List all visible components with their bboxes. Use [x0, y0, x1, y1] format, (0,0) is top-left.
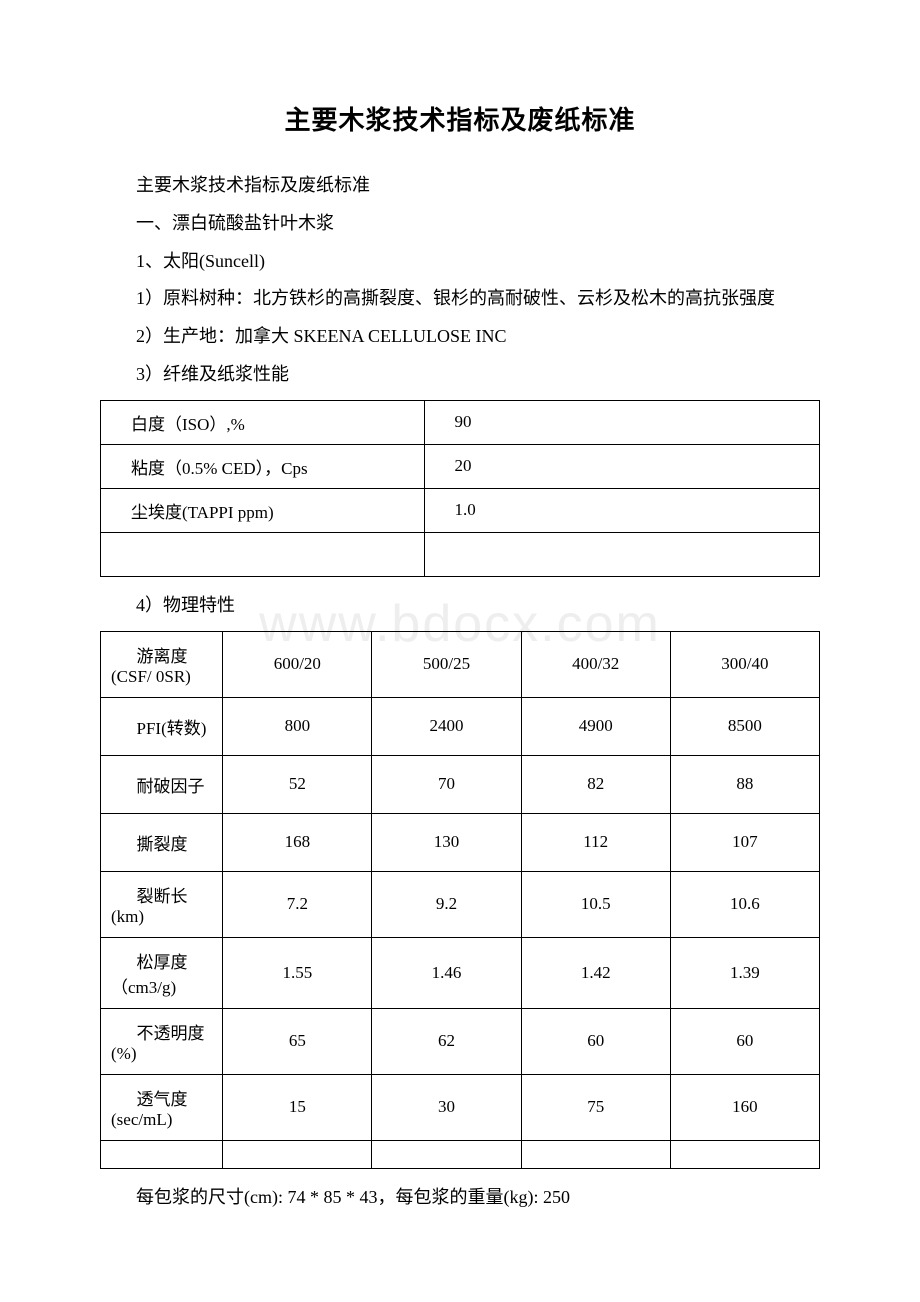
cell-value: 600/20 — [223, 631, 372, 697]
cell-value: 65 — [223, 1008, 372, 1074]
subtitle-line: 主要木浆技术指标及废纸标准 — [100, 167, 820, 205]
cell-value: 1.55 — [223, 937, 372, 1008]
cell-value: 1.0 — [424, 488, 819, 532]
section-1-1-heading: 1、太阳(Suncell) — [100, 243, 820, 281]
cell-value — [424, 532, 819, 576]
cell-label: 松厚度（cm3/g) — [101, 937, 223, 1008]
table-row — [101, 532, 820, 576]
cell-label: 透气度(sec/mL) — [101, 1074, 223, 1140]
footer-line: 每包浆的尺寸(cm): 74 * 85 * 43，每包浆的重量(kg): 250 — [100, 1179, 820, 1217]
cell-value — [223, 1140, 372, 1168]
cell-value: 112 — [521, 813, 670, 871]
cell-value: 90 — [424, 400, 819, 444]
physical-properties-table: 游离度(CSF/ 0SR) 600/20 500/25 400/32 300/4… — [100, 631, 820, 1169]
cell-value: 70 — [372, 755, 521, 813]
cell-label: 白度（ISO）,% — [101, 400, 425, 444]
table-row: 裂断长(km) 7.2 9.2 10.5 10.6 — [101, 871, 820, 937]
section-1-1-1-line: 1）原料树种：北方铁杉的高撕裂度、银杉的高耐破性、云杉及松木的高抗张强度 — [100, 280, 820, 318]
cell-value — [521, 1140, 670, 1168]
section-1-1-2-line: 2）生产地：加拿大 SKEENA CELLULOSE INC — [100, 318, 820, 356]
cell-value: 7.2 — [223, 871, 372, 937]
cell-value — [372, 1140, 521, 1168]
cell-value: 300/40 — [670, 631, 819, 697]
cell-value: 160 — [670, 1074, 819, 1140]
section-1-heading: 一、漂白硫酸盐针叶木浆 — [100, 205, 820, 243]
table-row: 透气度(sec/mL) 15 30 75 160 — [101, 1074, 820, 1140]
cell-label — [101, 1140, 223, 1168]
cell-value — [670, 1140, 819, 1168]
cell-value: 30 — [372, 1074, 521, 1140]
cell-label: 裂断长(km) — [101, 871, 223, 937]
table-row: 不透明度(%) 65 62 60 60 — [101, 1008, 820, 1074]
cell-value: 52 — [223, 755, 372, 813]
cell-label: 撕裂度 — [101, 813, 223, 871]
cell-value: 1.42 — [521, 937, 670, 1008]
section-1-1-3-line: 3）纤维及纸浆性能 — [100, 356, 820, 394]
fiber-properties-table: 白度（ISO）,% 90 粘度（0.5% CED），Cps 20 尘埃度(TAP… — [100, 400, 820, 577]
cell-value: 10.6 — [670, 871, 819, 937]
cell-label: 不透明度(%) — [101, 1008, 223, 1074]
cell-value: 168 — [223, 813, 372, 871]
cell-value: 500/25 — [372, 631, 521, 697]
table-row: PFI(转数) 800 2400 4900 8500 — [101, 697, 820, 755]
cell-value: 88 — [670, 755, 819, 813]
cell-value: 130 — [372, 813, 521, 871]
cell-label: 尘埃度(TAPPI ppm) — [101, 488, 425, 532]
cell-value: 60 — [521, 1008, 670, 1074]
table-row: 松厚度（cm3/g) 1.55 1.46 1.42 1.39 — [101, 937, 820, 1008]
section-1-1-4-line: 4）物理特性 — [100, 587, 820, 625]
table-row: 撕裂度 168 130 112 107 — [101, 813, 820, 871]
cell-label: 粘度（0.5% CED），Cps — [101, 444, 425, 488]
cell-value: 15 — [223, 1074, 372, 1140]
cell-label: 耐破因子 — [101, 755, 223, 813]
cell-value: 4900 — [521, 697, 670, 755]
table-row: 耐破因子 52 70 82 88 — [101, 755, 820, 813]
cell-label: PFI(转数) — [101, 697, 223, 755]
cell-value: 9.2 — [372, 871, 521, 937]
cell-value: 1.39 — [670, 937, 819, 1008]
cell-label: 游离度(CSF/ 0SR) — [101, 631, 223, 697]
cell-label — [101, 532, 425, 576]
table-row: 游离度(CSF/ 0SR) 600/20 500/25 400/32 300/4… — [101, 631, 820, 697]
cell-value: 400/32 — [521, 631, 670, 697]
cell-value: 107 — [670, 813, 819, 871]
cell-value: 2400 — [372, 697, 521, 755]
cell-value: 10.5 — [521, 871, 670, 937]
cell-value: 1.46 — [372, 937, 521, 1008]
cell-value: 60 — [670, 1008, 819, 1074]
cell-value: 75 — [521, 1074, 670, 1140]
table-row: 粘度（0.5% CED），Cps 20 — [101, 444, 820, 488]
document-body: 主要木浆技术指标及废纸标准 主要木浆技术指标及废纸标准 一、漂白硫酸盐针叶木浆 … — [100, 100, 820, 1216]
cell-value: 82 — [521, 755, 670, 813]
cell-value: 62 — [372, 1008, 521, 1074]
page-title: 主要木浆技术指标及废纸标准 — [100, 100, 820, 137]
table-row: 尘埃度(TAPPI ppm) 1.0 — [101, 488, 820, 532]
table-row: 白度（ISO）,% 90 — [101, 400, 820, 444]
cell-value: 20 — [424, 444, 819, 488]
table-row — [101, 1140, 820, 1168]
cell-value: 8500 — [670, 697, 819, 755]
cell-value: 800 — [223, 697, 372, 755]
